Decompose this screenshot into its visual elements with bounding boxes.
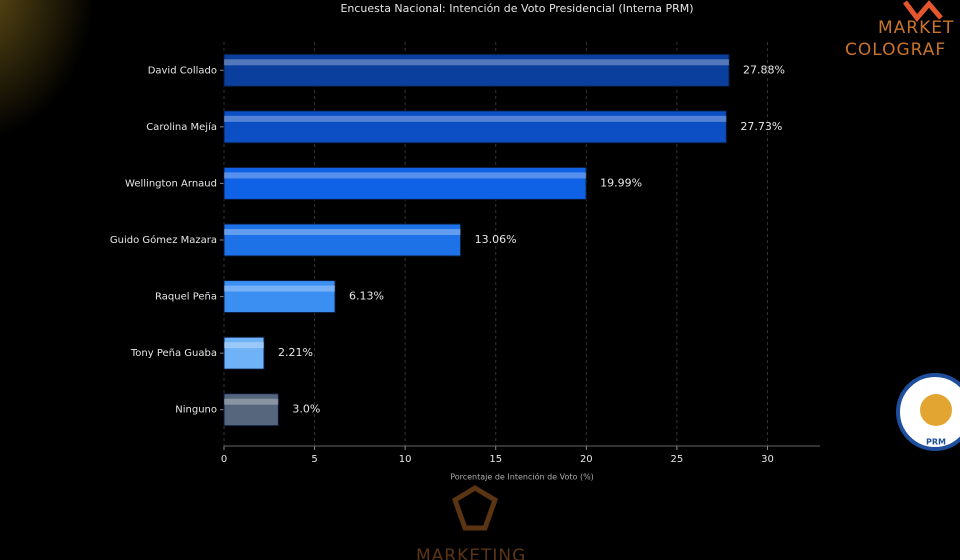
value-label: 2.21% <box>278 346 313 359</box>
bar-highlight <box>224 398 279 405</box>
y-tick-label: Carolina Mejía <box>146 121 217 133</box>
value-label: 27.73% <box>740 120 782 133</box>
x-axis-label: Porcentaje de Intención de Voto (%) <box>450 472 594 482</box>
bar <box>223 166 587 200</box>
x-tick-label: 10 <box>399 454 412 465</box>
bar-highlight <box>224 172 587 179</box>
bar-highlight <box>224 285 336 292</box>
badge: PRM <box>896 373 960 451</box>
y-tick-label: Tony Peña Guaba <box>130 348 217 359</box>
bar-highlight <box>224 115 727 122</box>
watermark: MARKETING <box>416 546 526 560</box>
badge-label: PRM <box>926 438 946 447</box>
bar-highlight <box>224 229 461 235</box>
chart-title: Encuesta Nacional: Intención de Voto Pre… <box>340 2 693 15</box>
x-tick-label: 25 <box>671 454 684 465</box>
watermark: MARKET <box>878 18 954 38</box>
value-label: 13.06% <box>475 233 517 246</box>
x-tick-label: 20 <box>580 454 593 465</box>
bar-highlight <box>224 342 265 349</box>
bar <box>223 393 279 427</box>
watermark: COLOGRAF <box>845 40 946 60</box>
x-tick-label: 5 <box>311 454 317 465</box>
value-label: 19.99% <box>600 176 642 189</box>
value-label: 3.0% <box>292 403 320 416</box>
logo: MARKET COLOGRAF <box>845 0 954 60</box>
value-label: 27.88% <box>743 63 785 76</box>
bar-highlight <box>224 59 730 66</box>
x-tick-label: 15 <box>489 454 502 465</box>
x-tick-label: 0 <box>221 454 227 465</box>
y-tick-label: Guido Gómez Mazara <box>110 234 217 246</box>
y-tick-label: Ninguno <box>175 405 217 416</box>
bar <box>223 280 336 314</box>
y-tick-label: Raquel Peña <box>155 292 217 303</box>
decoration <box>0 0 95 140</box>
y-tick-label: David Collado <box>148 65 217 76</box>
bar <box>223 110 727 144</box>
logo: MARKETING <box>416 485 526 560</box>
bar <box>223 223 462 257</box>
x-tick-label: 30 <box>761 454 774 465</box>
bar <box>223 336 265 370</box>
bar <box>223 53 730 87</box>
y-tick-label: Wellington Arnaud <box>125 178 217 189</box>
value-label: 6.13% <box>349 290 384 303</box>
